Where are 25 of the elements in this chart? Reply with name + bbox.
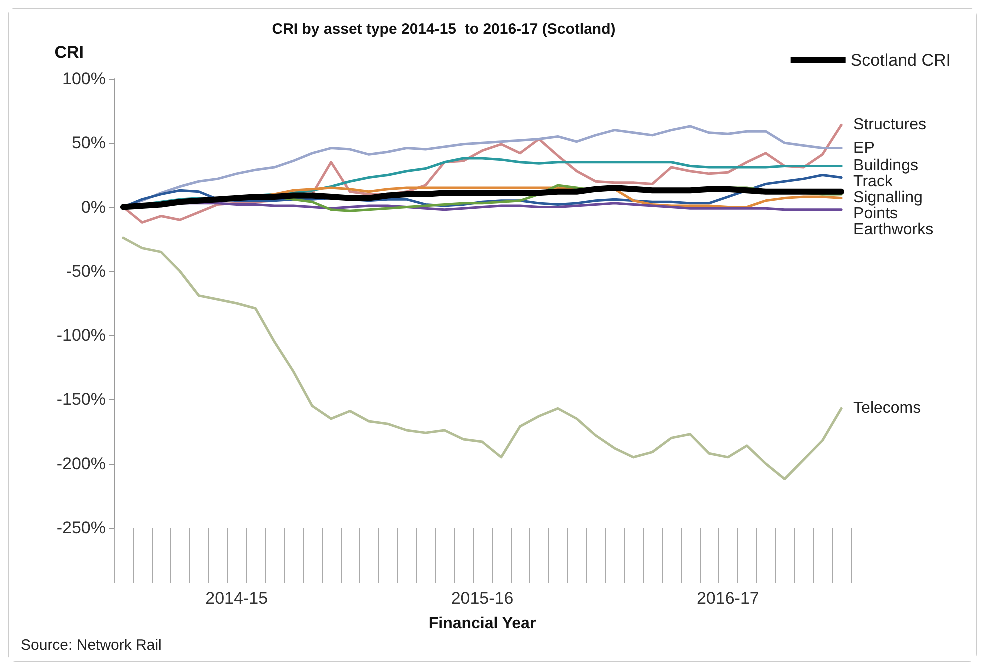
x-tick-label: 2016-17 [696,589,760,608]
series-label: Points [854,206,898,223]
y-tick-label: 50% [72,134,106,153]
y-tick-label: -250% [56,518,106,538]
line-series [122,236,843,480]
x-axis-title: Financial Year [428,616,536,632]
x-tick-label: 2014-15 [206,589,268,608]
series-label: Telecoms [854,400,922,418]
y-tick-label: 0% [81,198,106,217]
y-tick-label: -200% [56,454,106,474]
chart-title: CRI by asset type 2014-15 to 2016-17 (Scotland) [272,21,616,38]
series-label: Structures [854,116,926,134]
source-note: Source: Network Rail [21,637,162,654]
y-tick-label: -100% [56,326,106,346]
y-tick-label: 100% [62,70,106,88]
series-label: Signalling [854,190,923,207]
series-label: Track [854,174,894,191]
y-tick-label: -150% [56,390,106,410]
legend-label: Scotland CRI [850,51,952,70]
series-label: Earthworks [854,222,934,239]
x-tick-label: 2015-16 [451,589,514,608]
y-axis-title: CRI [54,43,84,62]
series-label: Buildings [854,158,918,175]
y-tick-label: -50% [66,262,106,281]
series-label: EP [854,140,875,157]
